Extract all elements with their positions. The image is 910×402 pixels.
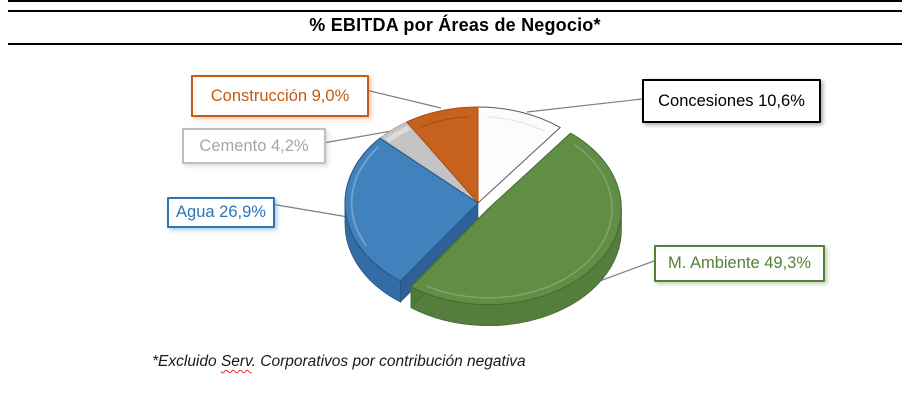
- leader-line-concesiones: [526, 98, 643, 113]
- callout-agua: Agua 26,9%: [167, 197, 275, 228]
- leader-line-construccion: [365, 89, 442, 109]
- footnote-spellcheck-word: Serv: [220, 353, 252, 370]
- slice-agua-bevel: [350, 146, 380, 247]
- slice-concesiones-bevel: [486, 116, 546, 132]
- slice-agua-top: [344, 137, 479, 282]
- callout-m-ambiente-label: M. Ambiente 49,3%: [667, 254, 812, 272]
- callout-construccion: Construcción 9,0%: [191, 75, 369, 117]
- callout-concesiones-label: Concesiones 10,6%: [658, 91, 805, 110]
- callout-m-ambiente: M. Ambiente 49,3%: [654, 245, 825, 282]
- footnote-prefix: *Excluido: [152, 353, 221, 370]
- slice-construccion-bevel: [419, 116, 470, 128]
- callout-agua-label: Agua 26,9%: [176, 203, 266, 221]
- callout-construccion-label: Construcción 9,0%: [210, 86, 350, 105]
- chart-footnote: *Excluido Serv. Corporativos por contrib…: [152, 353, 526, 371]
- callout-cemento: Cemento 4,2%: [182, 128, 326, 164]
- callout-concesiones: Concesiones 10,6%: [642, 79, 821, 123]
- slice-m-ambiente-top: [410, 132, 622, 306]
- slice-concesiones-top: [477, 106, 562, 205]
- leader-line-agua: [270, 203, 349, 218]
- callout-cemento-label: Cemento 4,2%: [199, 136, 309, 155]
- footnote-suffix: . Corporativos por contribución negativa: [251, 353, 526, 370]
- slice-cemento-bevel: [385, 125, 411, 143]
- chart-title: % EBITDA por Áreas de Negocio*: [309, 15, 601, 35]
- title-upper-rule: [8, 10, 902, 12]
- slice-construccion-top: [405, 106, 479, 205]
- title-lower-rule: [8, 43, 902, 45]
- top-border-rule: [8, 0, 902, 2]
- slice-m-ambiente-bevel: [426, 143, 613, 299]
